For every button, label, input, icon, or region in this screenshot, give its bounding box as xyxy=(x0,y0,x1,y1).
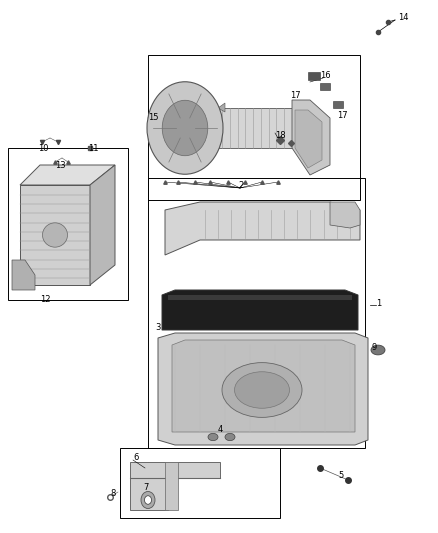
Ellipse shape xyxy=(147,82,223,174)
Text: 17: 17 xyxy=(290,91,300,100)
Text: 17: 17 xyxy=(337,110,348,119)
Polygon shape xyxy=(168,295,352,300)
Polygon shape xyxy=(20,165,115,185)
Ellipse shape xyxy=(208,433,218,441)
Ellipse shape xyxy=(225,433,235,441)
Text: 6: 6 xyxy=(133,454,138,463)
Bar xyxy=(148,178,365,448)
Ellipse shape xyxy=(234,372,290,408)
Text: 1: 1 xyxy=(376,298,381,308)
Polygon shape xyxy=(162,290,358,330)
Bar xyxy=(333,101,343,108)
Polygon shape xyxy=(218,103,225,112)
Text: 3: 3 xyxy=(155,324,160,333)
Text: 11: 11 xyxy=(88,143,99,152)
Text: 7: 7 xyxy=(143,483,148,492)
Polygon shape xyxy=(20,185,90,285)
Text: 10: 10 xyxy=(38,143,49,152)
Text: 4: 4 xyxy=(218,425,223,434)
Polygon shape xyxy=(172,340,355,432)
Ellipse shape xyxy=(162,100,208,156)
Text: 16: 16 xyxy=(320,70,331,79)
Text: 13: 13 xyxy=(55,160,66,169)
Polygon shape xyxy=(12,260,35,290)
Bar xyxy=(308,72,320,80)
Text: 12: 12 xyxy=(40,295,50,304)
Bar xyxy=(8,148,128,300)
Ellipse shape xyxy=(141,491,155,508)
Text: 15: 15 xyxy=(148,114,159,123)
Bar xyxy=(148,55,360,200)
Polygon shape xyxy=(292,100,330,175)
Polygon shape xyxy=(218,108,295,148)
Polygon shape xyxy=(330,202,360,228)
Polygon shape xyxy=(90,165,115,285)
Text: 14: 14 xyxy=(398,13,409,22)
Bar xyxy=(320,83,330,90)
Ellipse shape xyxy=(222,362,302,417)
Text: 18: 18 xyxy=(275,131,286,140)
Polygon shape xyxy=(158,333,368,445)
Text: 9: 9 xyxy=(372,343,377,352)
Text: 5: 5 xyxy=(338,471,343,480)
Ellipse shape xyxy=(371,345,385,355)
Polygon shape xyxy=(130,462,220,510)
Ellipse shape xyxy=(42,223,67,247)
Text: 8: 8 xyxy=(110,489,115,498)
Polygon shape xyxy=(165,462,178,510)
Ellipse shape xyxy=(145,496,152,504)
Bar xyxy=(120,448,280,518)
Polygon shape xyxy=(165,202,360,255)
Text: 2: 2 xyxy=(238,181,243,190)
Polygon shape xyxy=(295,110,322,168)
